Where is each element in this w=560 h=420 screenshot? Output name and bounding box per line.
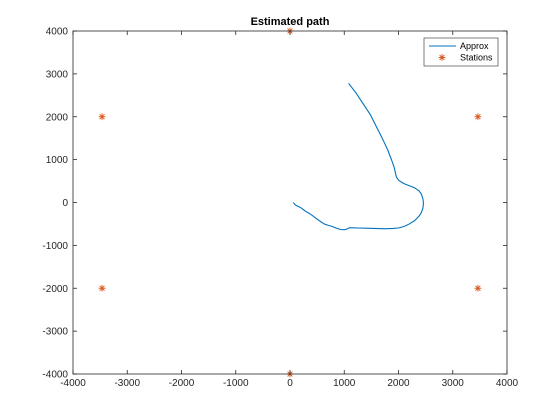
chart-title: Estimated path: [251, 16, 330, 28]
y-tick-label: -2000: [42, 284, 68, 295]
legend-box: [423, 37, 499, 67]
y-tick-label: -4000: [42, 370, 68, 381]
series-approx-line: [292, 82, 425, 231]
y-tick-label: 3000: [46, 69, 69, 80]
y-tick-label: 0: [62, 198, 68, 209]
legend-swatch-marker: [438, 54, 446, 61]
y-tick-label: -1000: [42, 241, 68, 252]
tick-labels: -4000 -3000 -2000 -1000 0 1000 2000 3000 4000 -40…: [42, 27, 518, 390]
legend-entry-label: Stations: [460, 53, 493, 63]
y-tick-label: 2000: [46, 112, 69, 123]
x-tick-label: 0: [287, 378, 293, 389]
station-marker: [98, 113, 106, 121]
x-tick-label: -3000: [114, 378, 140, 389]
x-tick-label: 1000: [333, 378, 356, 389]
x-tick-label: -2000: [169, 378, 195, 389]
x-tick-label: -1000: [223, 378, 249, 389]
y-tick-label: -3000: [42, 327, 68, 338]
tick-marks: [72, 30, 508, 375]
station-marker: [474, 284, 482, 292]
x-tick-label: 3000: [442, 378, 465, 389]
plot-area: [73, 31, 507, 374]
x-tick-label: 4000: [496, 378, 519, 389]
station-marker: [98, 284, 106, 292]
station-marker: [474, 113, 482, 121]
legend: Approx Stations: [423, 37, 499, 67]
legend-entry-label: Approx: [460, 41, 489, 51]
y-tick-label: 1000: [46, 155, 69, 166]
x-tick-label: -4000: [60, 378, 86, 389]
x-tick-label: 2000: [387, 378, 410, 389]
y-tick-label: 4000: [46, 27, 69, 38]
